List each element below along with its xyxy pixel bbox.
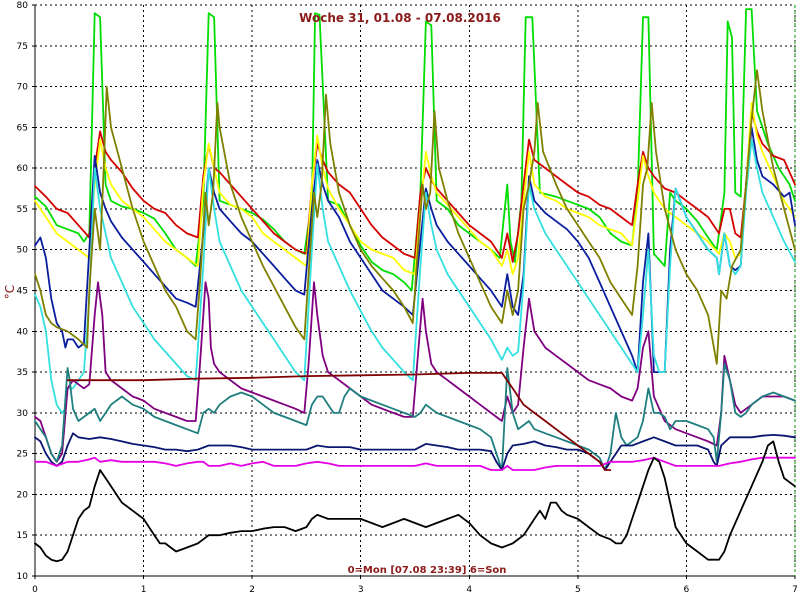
series-line-11 — [66, 371, 612, 471]
series-line-2 — [34, 110, 796, 263]
series-line-8 — [34, 362, 796, 471]
y-tick-label: 35 — [17, 368, 28, 378]
y-tick-label: 75 — [17, 42, 28, 52]
y-tick-label: 30 — [17, 409, 29, 419]
y-tick-label: 70 — [17, 83, 29, 93]
series-line-10 — [34, 456, 796, 471]
series-line-3 — [34, 102, 796, 276]
x-tick-label: 4 — [466, 585, 472, 595]
series-line-7 — [34, 281, 796, 463]
x-tick-label: 0 — [32, 585, 38, 595]
x-tick-label: 6 — [684, 585, 690, 595]
series-line-1 — [34, 8, 796, 292]
y-tick-label: 50 — [17, 246, 29, 256]
grid — [35, 4, 796, 576]
y-tick-label: 20 — [17, 490, 29, 500]
chart-title: Woche 31, 01.08 - 07.08.2016 — [299, 11, 501, 25]
y-tick-label: 55 — [17, 205, 28, 215]
x-tick-label: 3 — [358, 585, 364, 595]
series-line-9 — [34, 432, 796, 471]
y-tick-label: 15 — [17, 531, 28, 541]
x-tick-label: 1 — [141, 585, 147, 595]
y-tick-label: 10 — [17, 572, 29, 582]
x-tick-label: 5 — [575, 585, 581, 595]
y-tick-label: 40 — [17, 327, 29, 337]
x-tick-label: 2 — [249, 585, 255, 595]
series-line-12 — [34, 440, 796, 563]
series-group — [34, 8, 796, 563]
series-line-6 — [34, 69, 796, 365]
y-axis-label: °C — [3, 285, 17, 299]
series-line-5 — [34, 138, 796, 414]
y-tick-label: 45 — [17, 287, 28, 297]
y-tick-label: 65 — [17, 123, 28, 133]
x-tick-label: 7 — [792, 585, 798, 595]
y-tick-label: 25 — [17, 450, 28, 460]
chart-subtitle: 0=Mon [07.08 23:39] 6=Son — [348, 565, 507, 576]
y-tick-label: 60 — [17, 164, 29, 174]
y-tick-label: 80 — [17, 1, 29, 11]
